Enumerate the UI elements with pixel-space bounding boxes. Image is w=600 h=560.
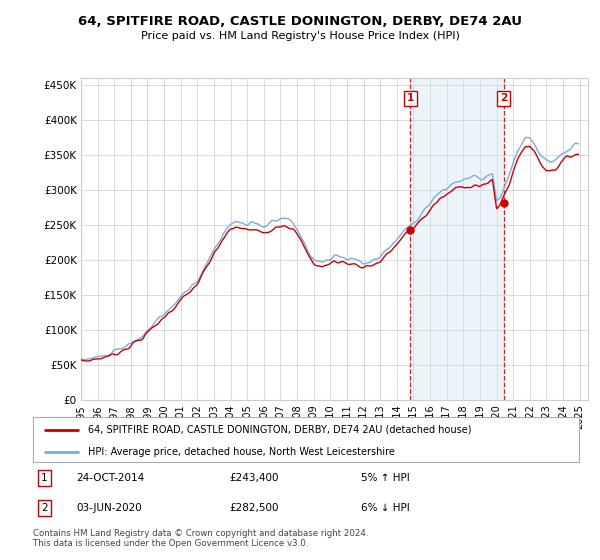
Text: HPI: Average price, detached house, North West Leicestershire: HPI: Average price, detached house, Nort… bbox=[88, 447, 394, 457]
Text: 64, SPITFIRE ROAD, CASTLE DONINGTON, DERBY, DE74 2AU: 64, SPITFIRE ROAD, CASTLE DONINGTON, DER… bbox=[78, 15, 522, 27]
Text: 03-JUN-2020: 03-JUN-2020 bbox=[77, 503, 142, 514]
Text: 2: 2 bbox=[41, 503, 48, 514]
Bar bbox=[410, 78, 503, 400]
Text: Price paid vs. HM Land Registry's House Price Index (HPI): Price paid vs. HM Land Registry's House … bbox=[140, 31, 460, 41]
Text: 24-OCT-2014: 24-OCT-2014 bbox=[77, 473, 145, 483]
Text: 1: 1 bbox=[41, 473, 48, 483]
Text: 5% ↑ HPI: 5% ↑ HPI bbox=[361, 473, 409, 483]
Text: £243,400: £243,400 bbox=[230, 473, 279, 483]
Text: 64, SPITFIRE ROAD, CASTLE DONINGTON, DERBY, DE74 2AU (detached house): 64, SPITFIRE ROAD, CASTLE DONINGTON, DER… bbox=[88, 424, 471, 435]
Text: 6% ↓ HPI: 6% ↓ HPI bbox=[361, 503, 409, 514]
Text: 1: 1 bbox=[407, 94, 414, 103]
Text: £282,500: £282,500 bbox=[230, 503, 279, 514]
FancyBboxPatch shape bbox=[33, 417, 579, 462]
Text: 2: 2 bbox=[500, 94, 507, 103]
Text: Contains HM Land Registry data © Crown copyright and database right 2024.
This d: Contains HM Land Registry data © Crown c… bbox=[33, 529, 368, 548]
